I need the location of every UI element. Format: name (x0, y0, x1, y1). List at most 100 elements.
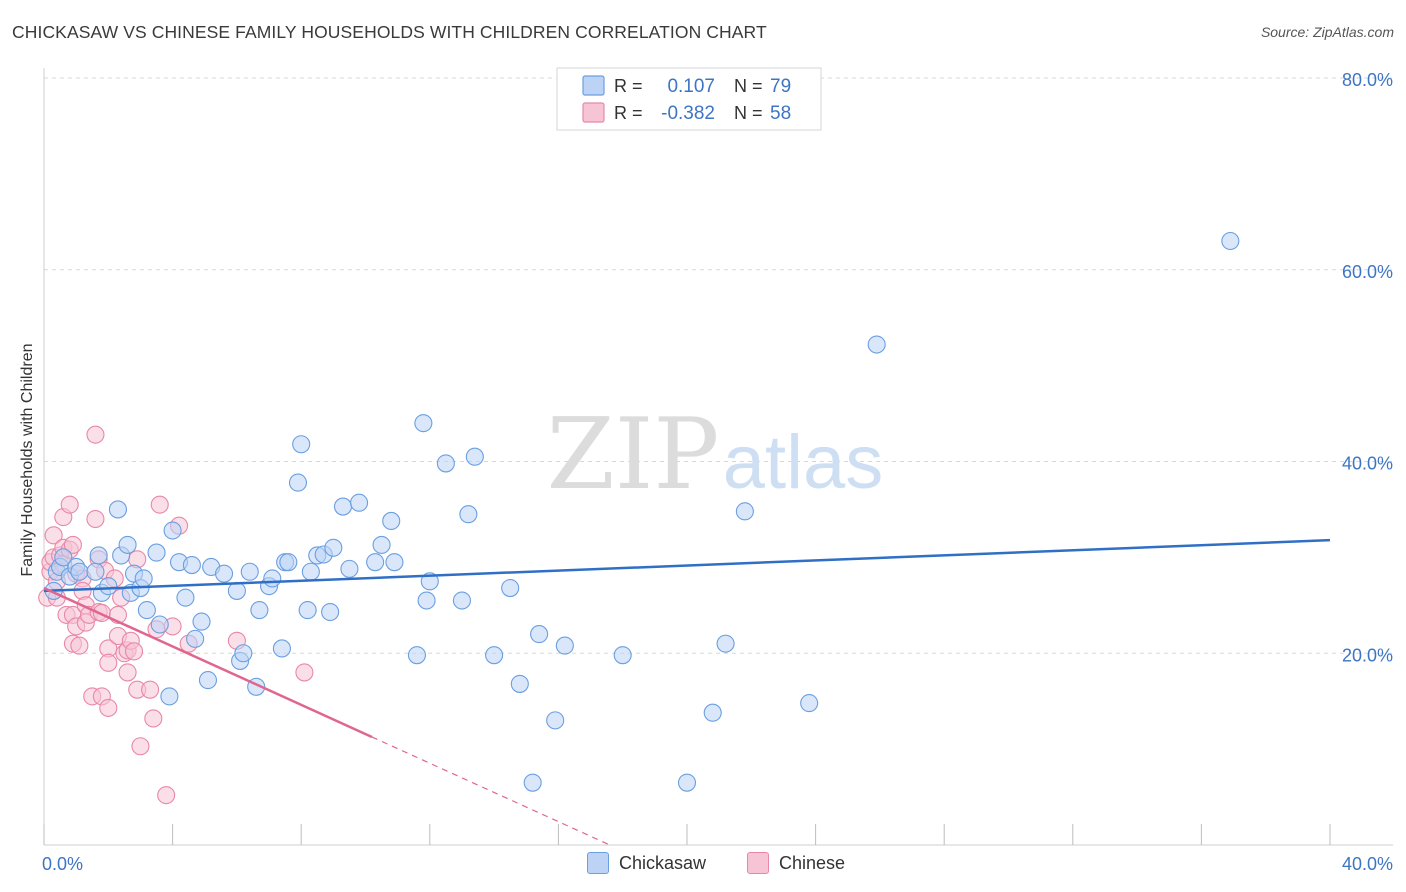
chinese-point-44 (124, 642, 144, 661)
chickasaw-point-66 (501, 579, 520, 598)
tick-labels: 20.0% 40.0% 60.0% 80.0% 0.0% 40.0% (42, 70, 1393, 874)
chickasaw-point-62 (452, 591, 472, 610)
legend-box: R = 0.107 N = 79 R = -0.382 N = 58 (556, 67, 822, 131)
bottom-legend: Chickasaw Chinese (0, 850, 1406, 878)
watermark-zip: ZIP (547, 398, 720, 512)
chinese-point-48 (141, 680, 160, 699)
legend-n-value-chinese: 58 (770, 103, 791, 124)
chickasaw-point-79 (1221, 231, 1240, 251)
chickasaw-point-48 (321, 602, 340, 622)
source-credit: Source: ZipAtlas.com (1260, 24, 1394, 40)
chickasaw-point-49 (324, 538, 343, 557)
chickasaw-trend-line (43, 538, 1331, 593)
chickasaw-point-28 (198, 671, 218, 690)
chickasaw-point-6 (70, 562, 89, 581)
chickasaw-point-19 (147, 543, 166, 562)
chinese-point-13 (60, 495, 79, 514)
chickasaw-point-64 (465, 447, 484, 466)
chinese-point-51 (150, 495, 169, 514)
chinese-points (38, 425, 314, 805)
bottom-legend-swatch-chinese (747, 852, 769, 874)
chickasaw-point-17 (134, 569, 153, 588)
axes (43, 68, 1393, 846)
chickasaw-point-59 (417, 591, 436, 610)
chinese-point-33 (99, 698, 118, 717)
chinese-point-26 (86, 425, 105, 444)
chickasaw-point-55 (382, 511, 401, 530)
chickasaw-point-74 (703, 703, 722, 722)
watermark-atlas: atlas (723, 420, 884, 505)
chickasaw-point-36 (250, 601, 269, 620)
legend-r-label-2: R = (614, 103, 643, 123)
chickasaw-point-57 (407, 646, 426, 665)
chickasaw-point-27 (192, 612, 211, 631)
chinese-point-49 (144, 709, 163, 728)
chart-title: CHICKASAW VS CHINESE FAMILY HOUSEHOLDS W… (12, 22, 767, 42)
chickasaw-point-77 (800, 694, 819, 713)
chickasaw-point-8 (89, 546, 108, 565)
chickasaw-point-75 (716, 634, 735, 653)
chickasaw-point-25 (182, 555, 201, 575)
chickasaw-point-63 (459, 505, 478, 524)
chinese-point-57 (295, 663, 314, 682)
y-axis-label: Family Households with Children (19, 343, 36, 577)
chickasaw-point-20 (150, 615, 169, 634)
y-tick-label-80: 80.0% (1342, 70, 1393, 90)
chinese-point-19 (70, 636, 89, 655)
chickasaw-point-72 (613, 646, 632, 665)
chickasaw-point-34 (240, 562, 259, 581)
legend-swatch-chickasaw (582, 75, 605, 96)
bottom-legend-swatch-chickasaw (587, 852, 609, 874)
chinese-trend-line (43, 586, 373, 739)
chickasaw-point-65 (485, 646, 504, 665)
chickasaw-point-18 (137, 601, 156, 620)
chickasaw-point-53 (366, 553, 385, 572)
chickasaw-point-51 (340, 559, 359, 578)
chickasaw-point-67 (510, 674, 529, 693)
chickasaw-point-13 (118, 535, 137, 554)
chickasaw-point-52 (350, 493, 369, 512)
chinese-point-52 (157, 786, 176, 805)
legend-n-label-1: N = (734, 76, 763, 96)
bottom-legend-item-chinese[interactable]: Chinese (747, 852, 845, 874)
chickasaw-point-71 (555, 636, 574, 655)
chickasaw-point-21 (160, 687, 179, 706)
chickasaw-point-50 (333, 497, 353, 516)
legend-swatch-chinese (582, 102, 605, 123)
legend-r-label-1: R = (614, 76, 643, 96)
chickasaw-point-3 (54, 548, 73, 567)
chinese-point-27 (86, 509, 105, 529)
chickasaw-point-41 (279, 553, 298, 572)
chickasaw-point-38 (263, 569, 282, 588)
y-tick-label-40: 40.0% (1342, 454, 1393, 474)
chinese-trend-line-extension (371, 736, 611, 846)
watermark: ZIP atlas (547, 398, 884, 512)
chickasaw-point-76 (735, 502, 754, 521)
chickasaw-point-78 (867, 335, 886, 354)
y-tick-label-20: 20.0% (1342, 645, 1393, 665)
chinese-point-35 (99, 653, 118, 672)
chickasaw-point-56 (385, 553, 404, 572)
chickasaw-point-24 (176, 588, 195, 607)
bottom-legend-label-chickasaw: Chickasaw (619, 852, 707, 873)
chickasaw-point-69 (530, 625, 549, 644)
chinese-point-47 (131, 737, 150, 756)
chickasaw-point-11 (108, 500, 127, 519)
chickasaw-point-26 (186, 629, 205, 648)
legend-r-value-chickasaw: 0.107 (667, 76, 715, 97)
trend-lines (43, 538, 1331, 846)
legend-n-value-chickasaw: 79 (770, 76, 791, 97)
chickasaw-point-22 (163, 521, 182, 540)
bottom-legend-item-chickasaw[interactable]: Chickasaw (587, 852, 706, 874)
chinese-point-42 (118, 663, 137, 682)
chickasaw-point-58 (414, 414, 433, 433)
chickasaw-point-31 (227, 581, 246, 600)
chickasaw-point-44 (298, 601, 317, 620)
chickasaw-point-39 (272, 639, 291, 658)
chickasaw-point-33 (234, 644, 253, 663)
chickasaw-point-10 (99, 577, 118, 596)
legend-n-label-2: N = (734, 103, 763, 123)
chinese-point-3 (44, 526, 63, 545)
chickasaw-point-73 (677, 773, 697, 792)
